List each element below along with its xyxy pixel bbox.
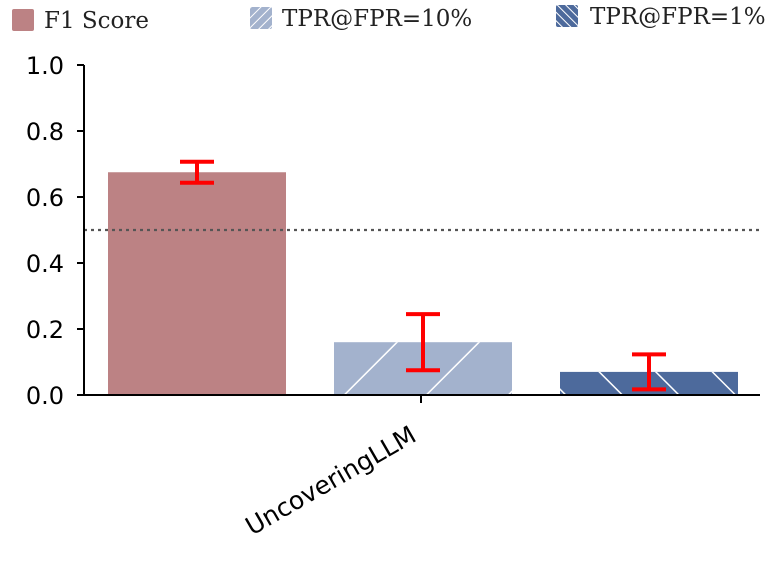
plot-area: 0.0 0.2 0.4 0.6 0.8 1.0 (26, 52, 760, 410)
legend-item-f1: F1 Score (12, 8, 149, 34)
y-tick-label-5: 1.0 (26, 52, 64, 80)
y-tick-label-4: 0.8 (26, 118, 64, 146)
legend-item-tpr1: TPR@FPR=1% (556, 4, 766, 30)
legend-item-tpr10: TPR@FPR=10% (250, 6, 472, 32)
legend-swatch-hatch-tpr10 (250, 7, 272, 29)
y-tick-label-0: 0.0 (26, 382, 64, 410)
legend-label-tpr1: TPR@FPR=1% (590, 4, 766, 30)
y-tick-label-2: 0.4 (26, 250, 64, 278)
legend-label-tpr10: TPR@FPR=10% (282, 6, 472, 32)
legend-label-f1: F1 Score (44, 8, 149, 34)
legend-swatch-hatch-tpr1 (556, 5, 578, 27)
bar-0 (108, 172, 286, 395)
category-label: UncoveringLLM (240, 420, 421, 541)
legend-swatch-f1 (12, 9, 34, 31)
y-tick-label-3: 0.6 (26, 184, 64, 212)
legend: F1 Score TPR@FPR=10% TPR@FPR=1% (12, 4, 766, 34)
y-tick-label-1: 0.2 (26, 316, 64, 344)
